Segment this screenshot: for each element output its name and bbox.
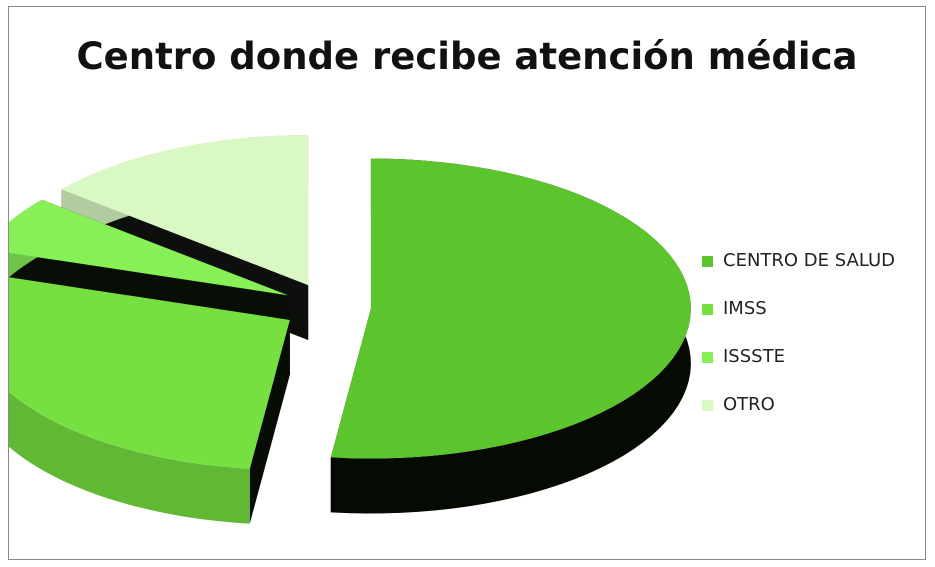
legend-label: CENTRO DE SALUD	[723, 250, 895, 271]
slice-outer-wall	[9, 391, 250, 524]
slice-top	[9, 277, 290, 469]
pie-chart	[9, 135, 691, 524]
slice-top	[9, 199, 289, 296]
slice-top	[61, 135, 309, 286]
legend-swatch	[702, 352, 713, 363]
slice-top	[330, 158, 691, 459]
legend-item: CENTRO DE SALUD	[702, 250, 895, 298]
legend-item: OTRO	[702, 394, 895, 442]
legend-swatch	[702, 256, 713, 267]
legend-item: ISSSTE	[702, 346, 895, 394]
legend-swatch	[702, 400, 713, 411]
legend-item: IMSS	[702, 298, 895, 346]
pie-slice-centro-de-salud	[330, 158, 691, 514]
legend: CENTRO DE SALUD IMSS ISSSTE OTRO	[702, 250, 895, 442]
legend-label: IMSS	[723, 298, 767, 319]
pie-slice-imss	[9, 277, 290, 524]
legend-label: ISSSTE	[723, 346, 785, 367]
chart-frame: Centro donde recibe atención médica CENT…	[8, 6, 926, 560]
legend-label: OTRO	[723, 394, 775, 415]
chart-title: Centro donde recibe atención médica	[76, 35, 858, 78]
legend-swatch	[702, 304, 713, 315]
